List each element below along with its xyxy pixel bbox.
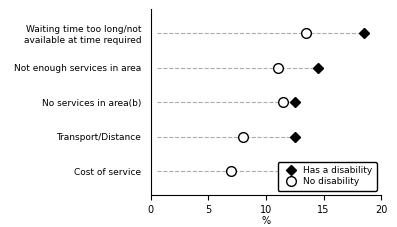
Legend: Has a disability, No disability: Has a disability, No disability bbox=[278, 162, 377, 191]
X-axis label: %: % bbox=[262, 216, 270, 226]
